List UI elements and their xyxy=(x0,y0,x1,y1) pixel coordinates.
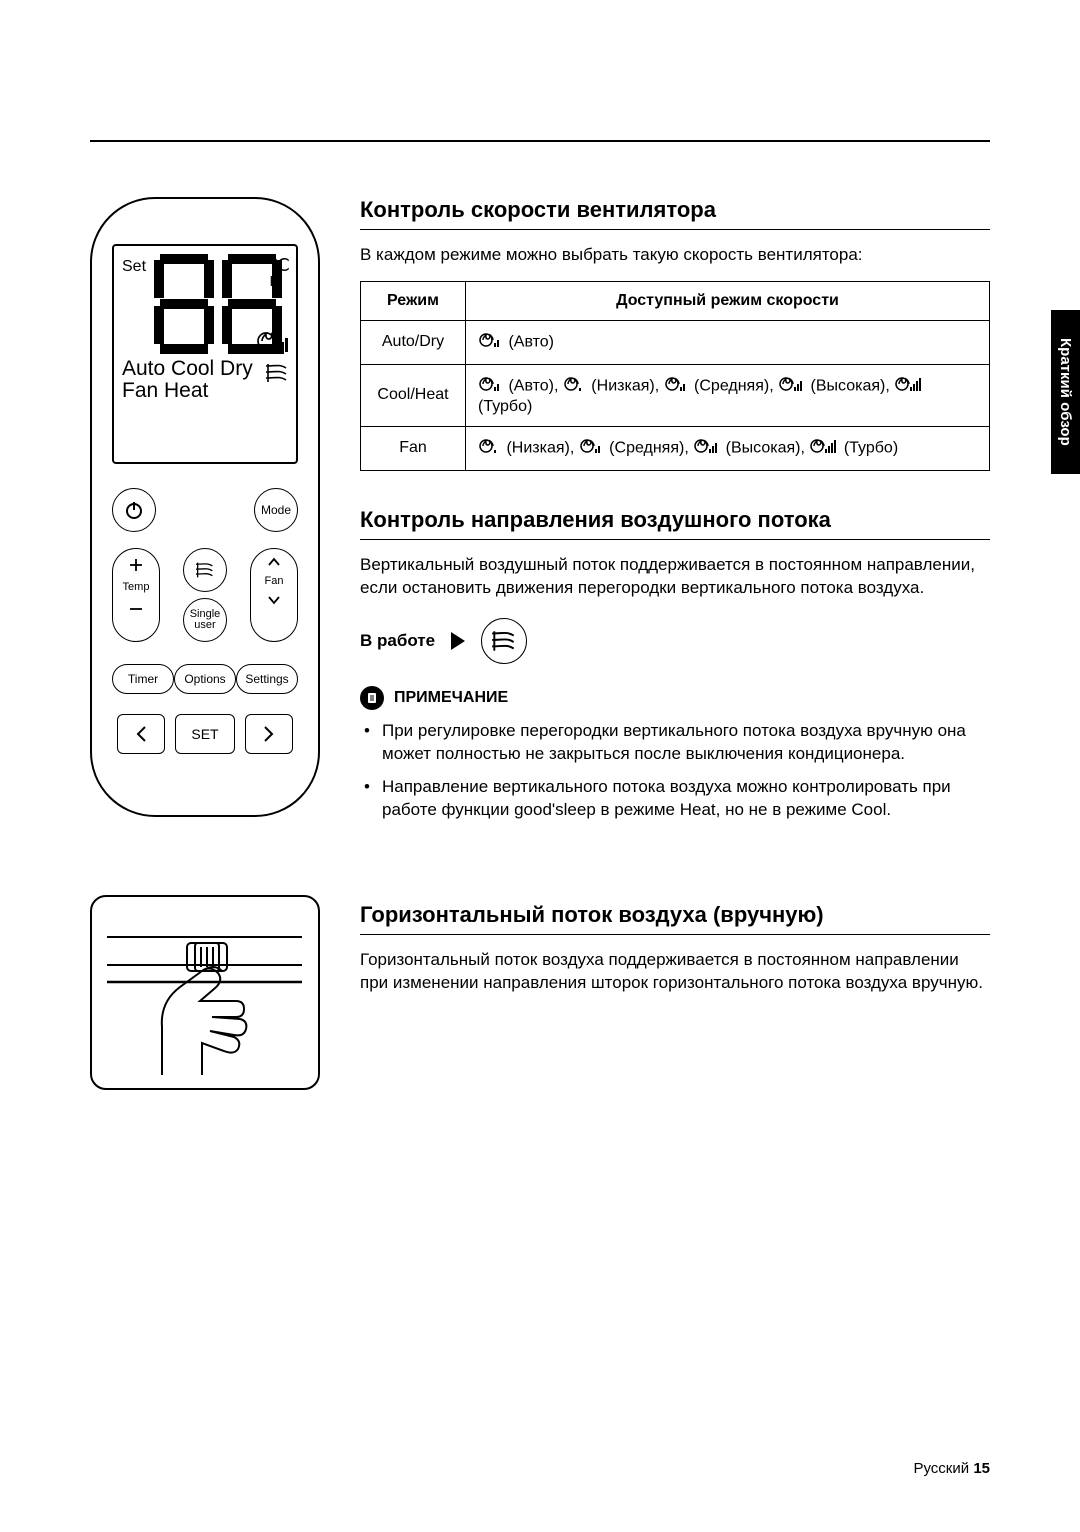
single-user-button[interactable]: Single user xyxy=(183,598,227,642)
note-header: ПРИМЕЧАНИЕ xyxy=(360,686,990,710)
fan-icon xyxy=(809,437,837,460)
table-row: Fan (Низкая), (Средняя), (Высокая), (Тур… xyxy=(361,426,990,470)
lcd-set-label: Set xyxy=(122,258,146,276)
fan-icon xyxy=(894,375,922,398)
table-header-speed: Доступный режим скорости xyxy=(466,281,990,320)
fan-icon xyxy=(563,375,585,398)
table-row: Auto/Dry (Авто) xyxy=(361,320,990,364)
section1-intro: В каждом режиме можно выбрать такую скор… xyxy=(360,244,990,267)
mode-button[interactable]: Mode xyxy=(254,488,298,532)
section2-body: Вертикальный воздушный поток поддерживае… xyxy=(360,554,990,600)
section3-body: Горизонтальный поток воздуха поддерживае… xyxy=(360,949,990,995)
remote-illustration: Set ℃ hr xyxy=(90,197,320,817)
fan-icon xyxy=(478,375,502,398)
options-button[interactable]: Options xyxy=(174,664,236,694)
settings-button[interactable]: Settings xyxy=(236,664,298,694)
remote-lcd: Set ℃ hr xyxy=(112,244,298,464)
fan-icon xyxy=(579,437,603,460)
timer-button[interactable]: Timer xyxy=(112,664,174,694)
next-button[interactable] xyxy=(245,714,293,754)
page: Set ℃ hr xyxy=(0,0,1080,1532)
power-button[interactable] xyxy=(112,488,156,532)
swirl-icon xyxy=(264,362,290,389)
play-icon xyxy=(451,632,465,650)
section2-title: Контроль направления воздушного потока xyxy=(360,507,990,533)
fan-icon xyxy=(778,375,804,398)
fan-button[interactable]: Fan xyxy=(250,548,298,642)
temp-button[interactable]: Temp xyxy=(112,548,160,642)
fan-icon xyxy=(478,331,502,354)
lcd-modes: Auto Cool Dry Fan Heat xyxy=(122,358,253,402)
set-button[interactable]: SET xyxy=(175,714,235,754)
section1-title: Контроль скорости вентилятора xyxy=(360,197,990,223)
table-row: Cool/Heat (Авто), (Низкая), (Средняя), (… xyxy=(361,364,990,426)
top-rule xyxy=(90,140,990,142)
fan-icon xyxy=(693,437,719,460)
note-icon xyxy=(360,686,384,710)
note-list: При регулировке перегородки вертикальног… xyxy=(360,720,990,822)
table-header-mode: Режим xyxy=(361,281,466,320)
swing-indicator xyxy=(481,618,527,664)
note-item: Направление вертикального потока воздуха… xyxy=(364,776,990,822)
swing-button[interactable] xyxy=(183,548,227,592)
fan-icon xyxy=(478,437,500,460)
hand-illustration xyxy=(90,895,320,1090)
note-item: При регулировке перегородки вертикальног… xyxy=(364,720,990,766)
prev-button[interactable] xyxy=(117,714,165,754)
fan-icon xyxy=(664,375,688,398)
in-work-row: В работе xyxy=(360,618,990,664)
fan-speed-table: Режим Доступный режим скорости Auto/Dry … xyxy=(360,281,990,471)
section3-title: Горизонтальный поток воздуха (вручную) xyxy=(360,902,990,928)
page-footer: Русский 15 xyxy=(913,1460,990,1477)
fan-icon xyxy=(256,328,290,359)
